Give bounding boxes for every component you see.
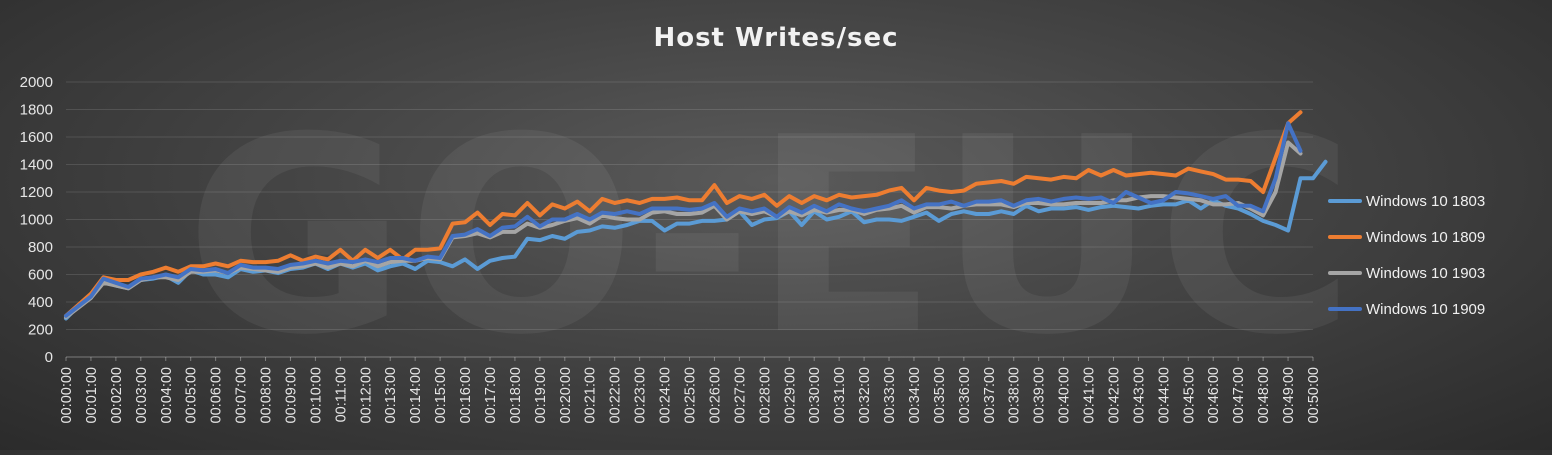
x-tick-label: 00:36:00 [957,367,973,423]
y-tick-label: 0 [45,349,53,366]
x-tick-label: 00:18:00 [508,367,524,423]
x-tick-label: 00:41:00 [1082,367,1098,423]
x-tick-label: 00:34:00 [907,367,923,423]
x-tick-label: 00:26:00 [707,367,723,423]
x-tick-label: 00:29:00 [782,367,798,423]
x-tick-label: 00:40:00 [1057,367,1073,423]
series-line-4 [64,121,1303,318]
x-tick-label: 00:09:00 [283,367,299,423]
x-tick-label: 00:33:00 [882,367,898,423]
x-tick-label: 00:19:00 [533,367,549,423]
x-tick-label: 00:25:00 [683,367,699,423]
x-tick-label: 00:35:00 [932,367,948,423]
x-tick-label: 00:11:00 [333,367,349,422]
x-tick-label: 00:31:00 [832,367,848,423]
series-line-2 [64,110,1303,318]
x-tick-label: 00:15:00 [433,367,449,423]
chart-title: Host Writes/sec [653,23,898,53]
y-tick-label: 1600 [20,129,53,146]
y-tick-label: 1000 [20,212,53,229]
x-tick-label: 00:04:00 [159,367,175,423]
x-tick-label: 00:32:00 [857,367,873,423]
x-tick-label: 00:43:00 [1131,367,1147,423]
x-tick-label: 00:42:00 [1106,367,1122,423]
y-tick-label: 600 [28,267,53,284]
x-tick-label: 00:48:00 [1256,367,1272,423]
x-tick-label: 00:50:00 [1306,367,1322,423]
x-tick-label: 00:07:00 [234,367,250,423]
x-tick-label: 00:02:00 [109,367,125,423]
x-tick-label: 00:17:00 [483,367,499,423]
x-tick-label: 00:49:00 [1281,367,1297,423]
legend: Windows 10 1803 Windows 10 1809 Windows 10… [1328,193,1485,318]
x-tick-label: 00:39:00 [1032,367,1048,423]
y-tick-label: 1400 [20,157,53,174]
x-tick-label: 00:14:00 [408,367,424,423]
x-tick-label: 00:28:00 [757,367,773,423]
x-tick-label: 00:27:00 [732,367,748,423]
grid-lines [66,81,1313,358]
x-axis-ticks: 00:00:00 00:01:00 00:02:00 00:03:00 00:04:00… [59,357,1322,423]
y-tick-label: 1200 [20,184,53,201]
y-tick-label: 1800 [20,102,53,119]
legend-label: Windows 10 1909 [1366,301,1485,318]
x-tick-label: 00:08:00 [259,367,275,423]
legend-label: Windows 10 1809 [1366,229,1485,246]
x-tick-label: 00:03:00 [134,367,150,423]
series-lines [64,110,1328,321]
y-tick-label: 800 [28,239,53,256]
x-tick-label: 00:45:00 [1181,367,1197,423]
x-tick-label: 00:46:00 [1206,367,1222,423]
x-tick-label: 00:01:00 [84,367,100,423]
x-tick-label: 00:38:00 [1007,367,1023,423]
x-tick-label: 00:21:00 [583,367,599,423]
legend-label: Windows 10 1803 [1366,193,1485,210]
x-tick-label: 00:22:00 [608,367,624,423]
x-tick-label: 00:24:00 [658,367,674,423]
legend-label: Windows 10 1903 [1366,265,1485,282]
x-tick-label: 00:05:00 [184,367,200,423]
x-tick-label: 00:23:00 [633,367,649,423]
y-tick-label: 200 [28,322,53,339]
x-tick-label: 00:20:00 [558,367,574,423]
x-tick-label: 00:16:00 [458,367,474,423]
x-tick-label: 00:37:00 [982,367,998,423]
x-tick-label: 00:12:00 [358,367,374,423]
x-tick-label: 00:13:00 [383,367,399,423]
x-tick-label: 00:44:00 [1156,367,1172,423]
x-tick-label: 00:00:00 [59,367,75,423]
chart-watermark: GO-EUC [185,79,1355,394]
x-tick-label: 00:06:00 [209,367,225,423]
x-tick-label: 00:30:00 [807,367,823,423]
y-tick-label: 400 [28,294,53,311]
series-line-3 [64,140,1303,320]
y-axis-ticks: 0 200 400 600 800 1000 1200 1400 1600 1800 2000 [20,74,53,366]
x-tick-label: 00:10:00 [308,367,324,423]
y-tick-label: 2000 [20,74,53,91]
x-tick-label: 00:47:00 [1231,367,1247,423]
